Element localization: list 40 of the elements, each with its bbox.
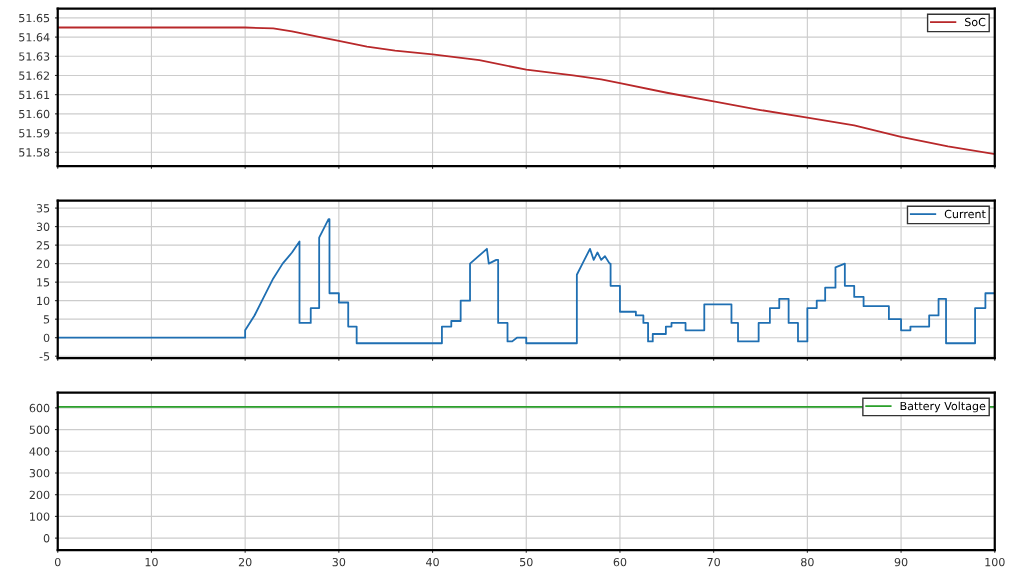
x-tick-label: 40: [426, 557, 439, 567]
x-tick-label: 70: [707, 557, 720, 567]
y-tick-label: -5: [39, 352, 50, 361]
x-tick-label: 50: [520, 557, 533, 567]
y-tick-label: 30: [36, 222, 50, 231]
x-tick-label: 60: [613, 557, 627, 567]
y-tick-label: 500: [29, 425, 50, 434]
legend-label: Battery Voltage: [900, 401, 986, 413]
y-tick-label: 15: [37, 278, 50, 287]
y-tick-label: 0: [43, 333, 50, 343]
y-tick-label: 51.62: [19, 71, 49, 80]
y-tick-label: 200: [29, 490, 50, 500]
legend-label: SoC: [965, 17, 986, 27]
x-tick-label: 20: [238, 557, 252, 567]
x-tick-label: 10: [145, 557, 158, 567]
legend-label: Current: [944, 209, 986, 219]
y-tick-label: 25: [36, 241, 50, 250]
y-tick-label: 51.58: [19, 148, 50, 157]
y-tick-label: 10: [37, 296, 50, 306]
x-tick-label: 0: [54, 557, 61, 567]
line-series: [57, 218, 995, 345]
y-tick-label: 51.61: [19, 90, 50, 100]
y-tick-label: 51.64: [19, 33, 50, 42]
y-tick-label: 300: [29, 468, 50, 478]
y-tick-label: 51.63: [19, 52, 50, 61]
x-tick-label: 30: [332, 557, 346, 567]
y-tick-label: 51.60: [19, 109, 50, 119]
y-tick-label: 400: [29, 447, 50, 456]
x-tick-label: 80: [801, 557, 814, 567]
line-series: [57, 26, 995, 156]
x-tick-label: 90: [894, 557, 908, 567]
y-tick-label: 0: [43, 534, 50, 543]
y-tick-label: 100: [30, 512, 50, 521]
y-tick-label: 35: [36, 204, 50, 213]
x-tick-label: 100: [985, 557, 1005, 567]
y-tick-label: 51.65: [19, 13, 50, 23]
y-tick-label: 20: [36, 259, 50, 269]
y-tick-label: 600: [29, 403, 50, 413]
y-tick-label: 51.59: [19, 129, 50, 138]
y-tick-label: 5: [43, 315, 50, 324]
